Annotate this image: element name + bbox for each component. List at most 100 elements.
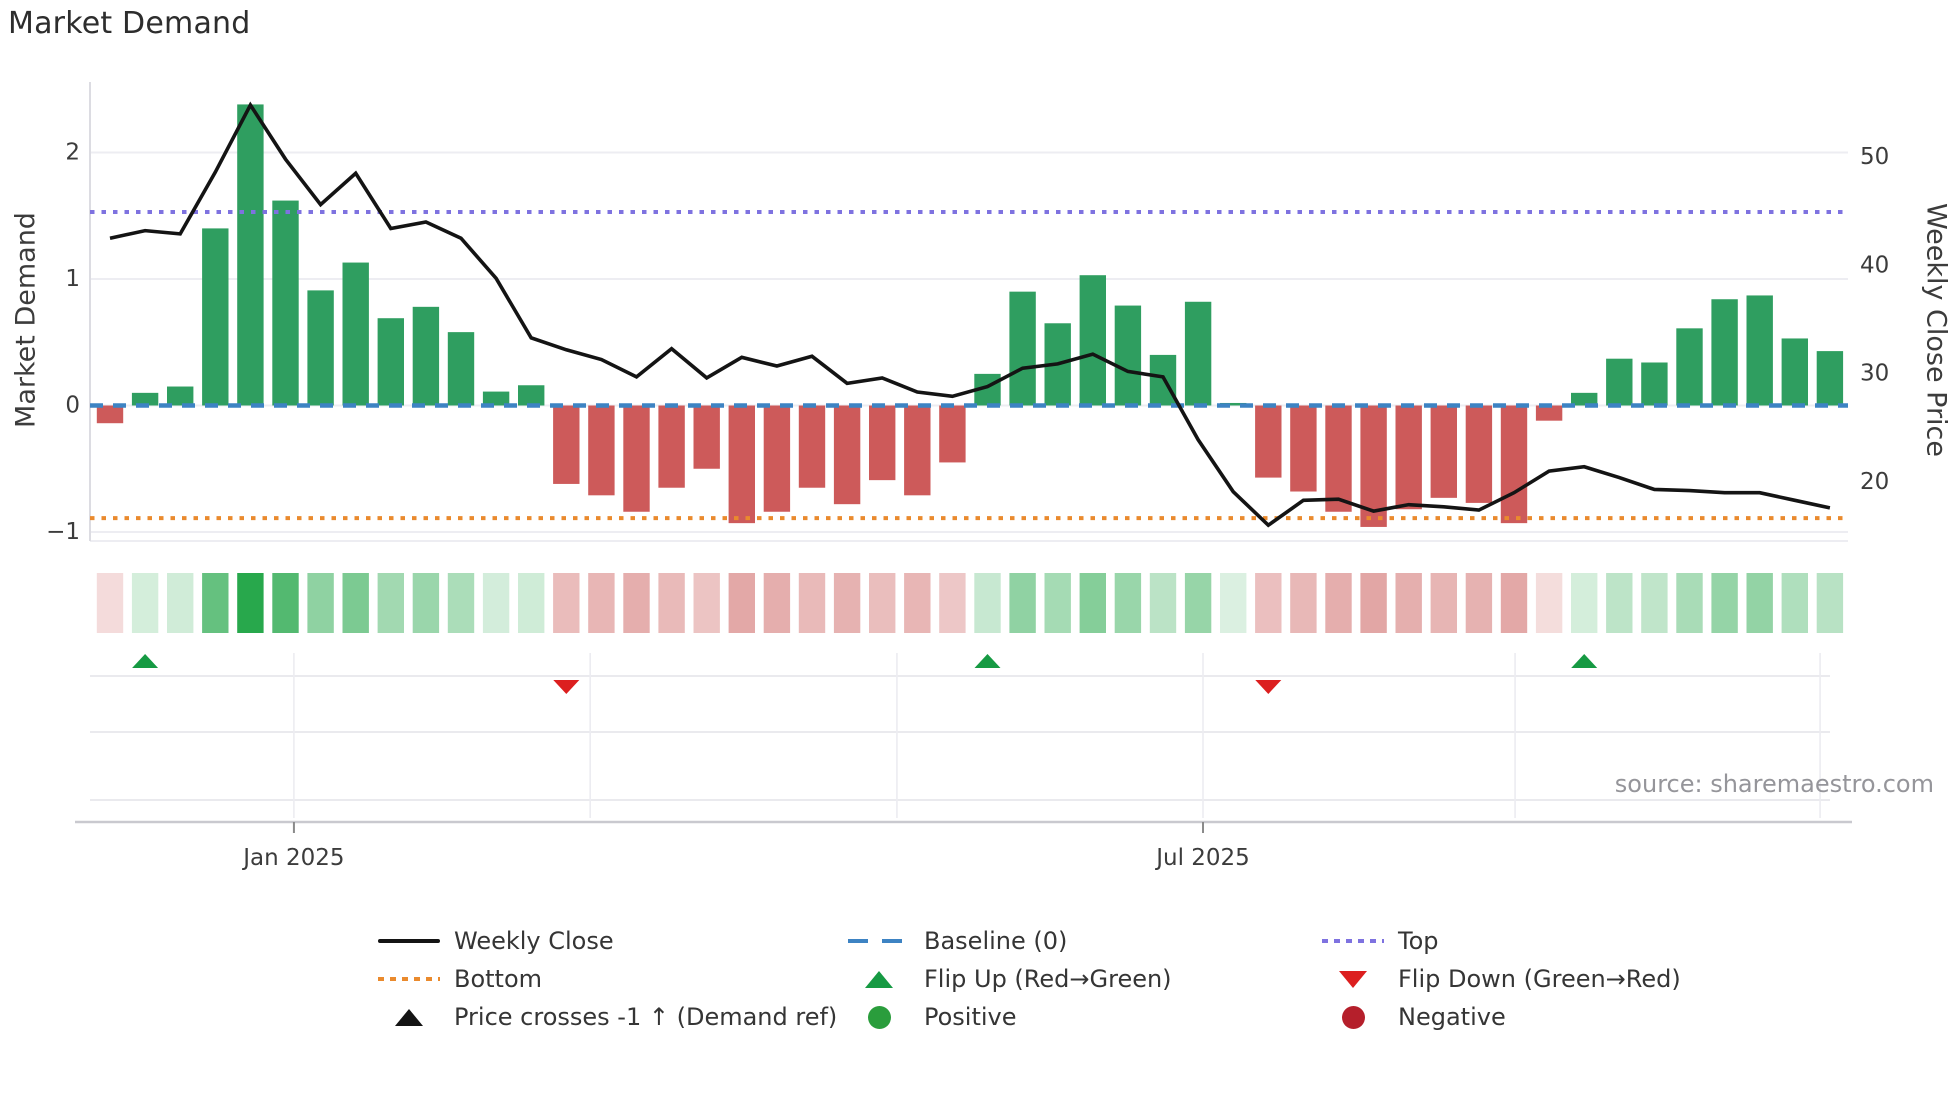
green-up-triangle-icon bbox=[848, 966, 910, 992]
legend-item-weekly-close: Weekly Close bbox=[378, 922, 837, 960]
demand-bar-positive bbox=[1220, 402, 1247, 406]
heatmap-cell bbox=[307, 573, 334, 633]
legend-item-flip-down: Flip Down (Green→Red) bbox=[1322, 960, 1681, 998]
demand-bar-negative bbox=[693, 405, 720, 469]
demand-bar-positive bbox=[307, 290, 334, 406]
heatmap-cell bbox=[763, 573, 791, 633]
flip-up-marker bbox=[1571, 654, 1598, 668]
demand-bar-negative bbox=[658, 405, 685, 488]
demand-bar-negative bbox=[96, 405, 124, 424]
heatmap-cell bbox=[1500, 573, 1528, 633]
demand-bar-positive bbox=[1641, 362, 1668, 406]
demand-bar-negative bbox=[1255, 405, 1282, 478]
heatmap-cell bbox=[1711, 573, 1738, 633]
y-left-tick-label: −1 bbox=[46, 519, 80, 545]
legend-label: Flip Up (Red→Green) bbox=[924, 965, 1172, 993]
heatmap-cell bbox=[904, 573, 931, 633]
demand-bar-positive bbox=[1114, 305, 1142, 406]
legend-item-positive: Positive bbox=[848, 998, 1172, 1036]
legend-item-baseline: Baseline (0) bbox=[848, 922, 1172, 960]
legend-column-3: Top Flip Down (Green→Red) Negative bbox=[1322, 922, 1681, 1036]
heatmap-cell bbox=[1360, 573, 1387, 633]
heatmap-cell bbox=[693, 573, 720, 633]
y-right-tick-label: 50 bbox=[1860, 144, 1889, 170]
heatmap-cell bbox=[728, 573, 755, 633]
heatmap-cell bbox=[1114, 573, 1142, 633]
heatmap-cell bbox=[1220, 573, 1247, 633]
heatmap-cell bbox=[482, 573, 510, 633]
demand-bar-positive bbox=[482, 391, 510, 406]
demand-bar-positive bbox=[1816, 351, 1844, 406]
demand-bar-positive bbox=[1746, 295, 1773, 406]
heatmap-cell bbox=[1676, 573, 1703, 633]
legend-item-negative: Negative bbox=[1322, 998, 1681, 1036]
heatmap-cell bbox=[518, 573, 545, 633]
legend-label: Baseline (0) bbox=[924, 927, 1068, 955]
demand-bar-positive bbox=[131, 392, 159, 406]
source-note: source: sharemaestro.com bbox=[1614, 770, 1934, 798]
heatmap-cell bbox=[1816, 573, 1844, 633]
heatmap-cell bbox=[658, 573, 685, 633]
legend-item-top: Top bbox=[1322, 922, 1681, 960]
demand-bar-negative bbox=[904, 405, 931, 496]
heatmap-cell bbox=[237, 573, 264, 633]
legend-label: Positive bbox=[924, 1003, 1017, 1031]
black-up-triangle-icon bbox=[378, 1004, 440, 1030]
demand-bar-negative bbox=[728, 405, 755, 524]
y-right-tick-label: 40 bbox=[1860, 252, 1889, 278]
demand-bar-positive bbox=[1711, 299, 1738, 406]
heatmap-cell bbox=[939, 573, 966, 633]
demand-bar-positive bbox=[1009, 291, 1036, 406]
demand-bar-negative bbox=[1325, 405, 1352, 512]
demand-bar-negative bbox=[1430, 405, 1457, 498]
green-dot-icon bbox=[848, 1004, 910, 1030]
heatmap-cell bbox=[377, 573, 404, 633]
heatmap-cell bbox=[1641, 573, 1668, 633]
baseline-dashed-swatch-icon bbox=[848, 928, 910, 954]
heatmap-cell bbox=[131, 573, 159, 633]
heatmap-cell bbox=[1325, 573, 1352, 633]
heatmap-cell bbox=[412, 573, 440, 633]
heatmap-cell bbox=[1535, 573, 1563, 633]
demand-bar-positive bbox=[447, 332, 475, 406]
demand-bar-negative bbox=[1395, 405, 1422, 510]
y-right-tick-label: 30 bbox=[1860, 361, 1889, 387]
page-title: Market Demand bbox=[8, 6, 251, 41]
legend-column-2: Baseline (0) Flip Up (Red→Green) Positiv… bbox=[848, 922, 1172, 1036]
legend-label: Flip Down (Green→Red) bbox=[1398, 965, 1681, 993]
legend-label: Bottom bbox=[454, 965, 543, 993]
y-right-tick-label: 20 bbox=[1860, 469, 1889, 495]
demand-bar-negative bbox=[1535, 405, 1563, 421]
demand-bar-negative bbox=[623, 405, 650, 512]
heatmap-cell bbox=[833, 573, 861, 633]
heatmap-cell bbox=[447, 573, 475, 633]
heatmap-cell bbox=[1009, 573, 1036, 633]
bottom-dotted-swatch-icon bbox=[378, 966, 440, 992]
demand-bar-positive bbox=[1184, 301, 1212, 406]
demand-bar-positive bbox=[202, 228, 229, 406]
demand-bar-negative bbox=[798, 405, 826, 488]
y-left-tick-label: 0 bbox=[65, 393, 80, 419]
heatmap-cell bbox=[1079, 573, 1106, 633]
heatmap-cell bbox=[553, 573, 580, 633]
x-tick-label: Jan 2025 bbox=[241, 845, 344, 871]
heatmap-cell bbox=[1746, 573, 1773, 633]
demand-bar-positive bbox=[272, 200, 299, 406]
legend-column-1: Weekly Close Bottom Price crosses -1 ↑ (… bbox=[378, 922, 837, 1036]
flip-down-marker bbox=[553, 680, 580, 694]
red-down-triangle-icon bbox=[1322, 966, 1384, 992]
x-tick-label: Jul 2025 bbox=[1154, 845, 1250, 871]
heatmap-cell bbox=[1255, 573, 1282, 633]
demand-bar-positive bbox=[342, 262, 369, 406]
red-dot-icon bbox=[1322, 1004, 1384, 1030]
heatmap-cell bbox=[869, 573, 896, 633]
heatmap-cell bbox=[96, 573, 124, 633]
heatmap-cell bbox=[974, 573, 1001, 633]
heatmap-cell bbox=[1044, 573, 1071, 633]
y-left-tick-label: 2 bbox=[65, 140, 80, 166]
demand-bar-positive bbox=[1676, 328, 1703, 406]
legend-item-flip-up: Flip Up (Red→Green) bbox=[848, 960, 1172, 998]
heatmap-cell bbox=[167, 573, 194, 633]
flip-up-marker bbox=[132, 654, 159, 668]
